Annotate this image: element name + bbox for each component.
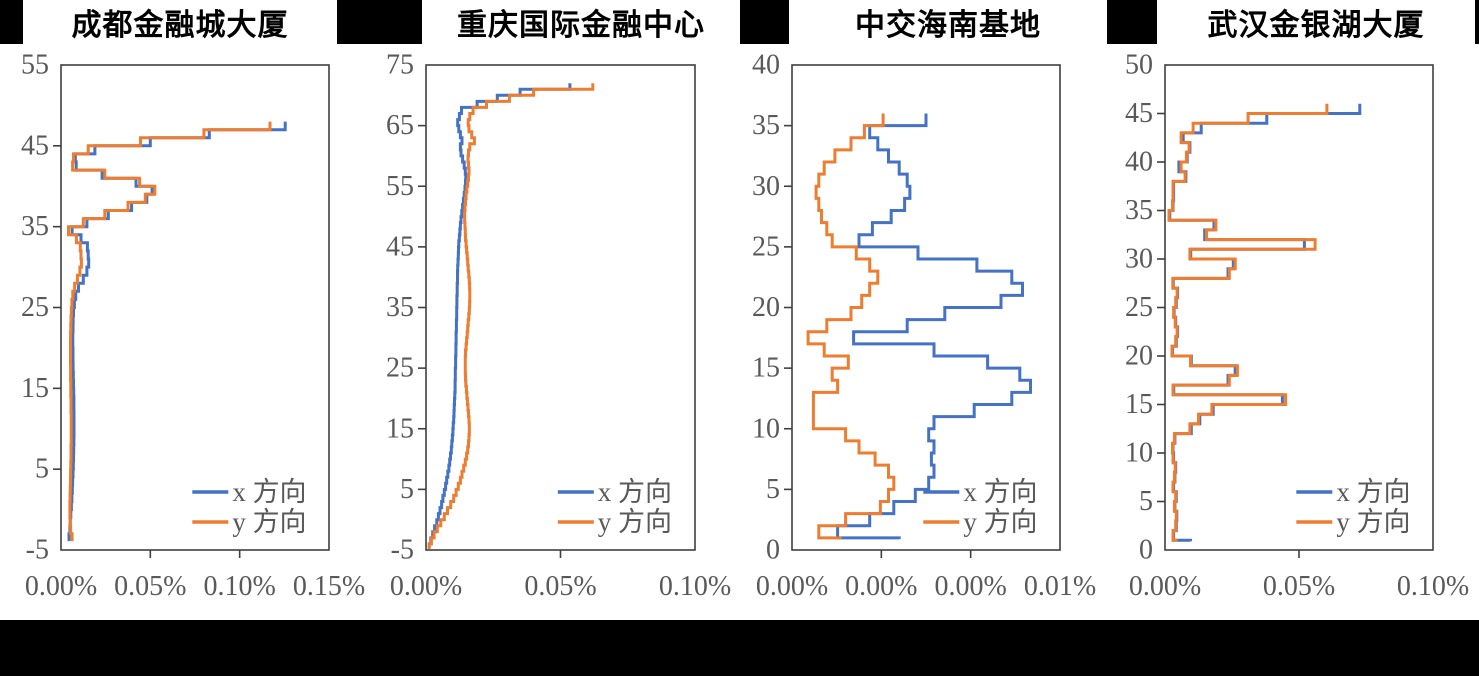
legend-label-x-direction: x 方向 [963, 477, 1037, 507]
plot-border [791, 64, 1061, 551]
chart-title-wuhan: 武汉金银湖大厦 [1157, 0, 1475, 44]
y-axis-label: 55 [21, 50, 49, 81]
y-axis-label: 15 [386, 413, 414, 444]
series-line-x-direction [427, 83, 572, 549]
chart-title-text: 武汉金银湖大厦 [1207, 9, 1425, 42]
series-line-y-direction [427, 83, 595, 549]
y-axis-label: 30 [1125, 244, 1153, 275]
x-axis-label: 0.10% [1397, 571, 1469, 602]
x-axis-label: 0.05% [1263, 571, 1335, 602]
x-axis-label: 0.00% [390, 571, 462, 602]
y-axis-label: 10 [1125, 438, 1153, 469]
y-axis-label: 55 [386, 171, 414, 202]
y-axis-label: 30 [752, 171, 780, 202]
y-axis-label: 45 [386, 231, 414, 262]
y-axis-label: 15 [752, 353, 780, 384]
legend-label-y-direction: y 方向 [1336, 507, 1410, 537]
legend-label-x-direction: x 方向 [1336, 477, 1410, 507]
y-axis-label: 5 [400, 474, 414, 505]
y-axis-label: 35 [21, 211, 49, 242]
legend-label-y-direction: y 方向 [232, 507, 306, 537]
x-axis-label: 0.15% [293, 571, 365, 602]
y-axis-label: 10 [752, 413, 780, 444]
y-axis-label: 5 [35, 454, 49, 485]
legend-label-y-direction: y 方向 [598, 507, 672, 537]
y-axis-label: 50 [1125, 50, 1153, 81]
chart-title-text: 重庆国际金融中心 [457, 9, 705, 42]
y-axis-label: 75 [386, 50, 414, 81]
series-line-x-direction [836, 113, 1032, 540]
x-axis-label: 0.00% [845, 571, 917, 602]
chart-title-text: 中交海南基地 [855, 9, 1041, 42]
series-line-y-direction [67, 121, 272, 542]
x-axis-label: 0.05% [114, 571, 186, 602]
y-axis-label: 45 [1125, 98, 1153, 129]
y-axis-label: 15 [1125, 389, 1153, 420]
x-axis-label: 0.00% [25, 571, 97, 602]
chart-title-hainan: 中交海南基地 [789, 0, 1107, 44]
y-axis-label: -5 [391, 535, 414, 566]
x-axis-label: 0.00% [1129, 571, 1201, 602]
y-axis-label: 65 [386, 110, 414, 141]
chart-title-text: 成都金融城大厦 [71, 9, 289, 42]
y-axis-label: 35 [386, 292, 414, 323]
y-axis-label: 35 [1125, 195, 1153, 226]
chart-title-chongqing: 重庆国际金融中心 [422, 0, 740, 44]
y-axis-label: 25 [752, 231, 780, 262]
x-axis-label: 0.00% [935, 571, 1007, 602]
y-axis-label: 20 [1125, 341, 1153, 372]
legend-label-x-direction: x 方向 [232, 477, 306, 507]
legend-label-y-direction: y 方向 [963, 507, 1037, 537]
y-axis-label: 25 [1125, 292, 1153, 323]
plot-border [1164, 64, 1434, 551]
legend-label-x-direction: x 方向 [598, 477, 672, 507]
y-axis-label: 0 [766, 535, 780, 566]
series-line-y-direction [1167, 103, 1329, 542]
y-axis-label: 40 [1125, 147, 1153, 178]
y-axis-label: 45 [21, 130, 49, 161]
y-axis-label: 5 [1139, 486, 1153, 517]
y-axis-label: 25 [21, 292, 49, 323]
y-axis-label: -5 [26, 535, 49, 566]
series-line-y-direction [806, 113, 896, 540]
y-axis-label: 15 [21, 373, 49, 404]
series-line-x-direction [67, 121, 287, 542]
y-axis-label: 20 [752, 292, 780, 323]
y-axis-label: 25 [386, 353, 414, 384]
y-axis-label: 35 [752, 110, 780, 141]
y-axis-label: 40 [752, 50, 780, 81]
x-axis-label: 0.01% [1024, 571, 1096, 602]
x-axis-label: 0.10% [204, 571, 276, 602]
y-axis-label: 5 [766, 474, 780, 505]
chart-title-chengdu: 成都金融城大厦 [23, 0, 337, 44]
y-axis-label: 0 [1139, 535, 1153, 566]
x-axis-label: 0.10% [659, 571, 731, 602]
x-axis-label: 0.05% [524, 571, 596, 602]
x-axis-label: 0.00% [756, 571, 828, 602]
